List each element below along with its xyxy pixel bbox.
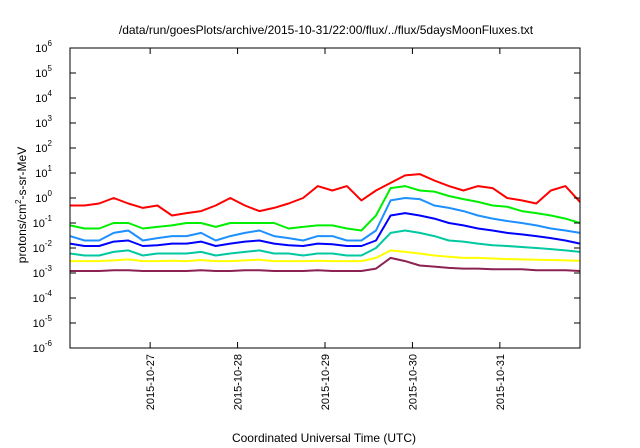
y-tick-label: 10-5 [33,314,53,330]
chart-title: /data/run/goesPlots/archive/2015-10-31/2… [119,23,534,37]
series-line-3 [69,197,581,242]
y-axis-label-sup: 2 [14,199,23,204]
x-tick-label: 2015-10-28 [233,354,245,410]
plot-frame [69,47,581,349]
y-tick-label: 100 [35,189,52,205]
series-line-4 [69,212,581,247]
x-axis: 2015-10-27 2015-10-28 2015-10-29 2015-10-30… [145,48,507,410]
y-tick-label: 104 [35,89,52,105]
y-tick-label: 10-2 [33,239,53,255]
series-line-1 [70,173,581,217]
y-axis-label-suffix: -s-sr-MeV [15,147,29,200]
x-tick-label: 2015-10-27 [145,354,157,410]
y-tick-label: 105 [35,64,52,80]
plot-area [69,173,581,272]
y-axis-label: protons/cm2-s-sr-MeV [14,147,29,263]
x-axis-label: Coordinated Universal Time (UTC) [232,431,416,445]
x-tick-label: 2015-10-30 [407,354,419,410]
x-tick-label: 2015-10-31 [495,354,507,410]
y-tick-label: 106 [35,39,52,55]
y-tick-label: 10-6 [33,339,53,355]
y-tick-label: 10-1 [33,214,53,230]
y-tick-label: 103 [35,114,52,130]
y-tick-label: 10-3 [33,264,53,280]
x-tick-label: 2015-10-29 [320,354,332,410]
y-tick-label: 101 [35,164,52,180]
y-axis: 10-6 10-5 10-4 10-3 10-2 10-1 100 101 102 103 104 1… [33,39,580,355]
y-tick-label: 10-4 [33,289,53,305]
series-line-2 [69,185,581,232]
series-line-7 [70,256,581,272]
y-tick-label: 102 [35,139,52,155]
series-line-5 [69,229,581,257]
y-axis-label-prefix: protons/cm [15,204,29,263]
series-line-6 [70,249,581,263]
svg-text:protons/cm2-s-sr-MeV: protons/cm2-s-sr-MeV [14,147,29,263]
